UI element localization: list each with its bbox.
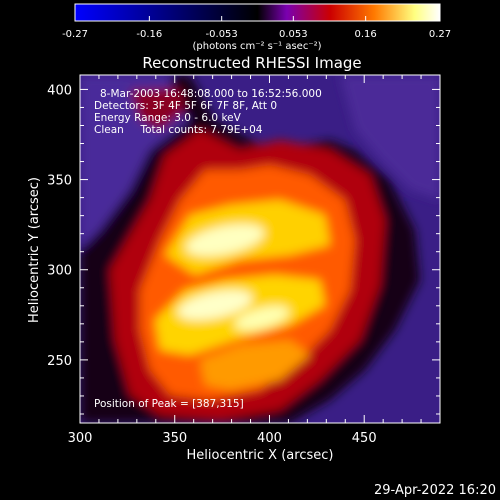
x-tick-label: 450: [352, 431, 377, 446]
heatmap-image: [80, 75, 440, 423]
observation-annotations: 8-Mar-2003 16:48:08.000 to 16:52:56.000 …: [94, 88, 322, 136]
y-tick-label: 250: [47, 354, 72, 369]
colorbar: [74, 3, 441, 22]
colorbar-tick-label: -0.16: [136, 29, 162, 40]
peak-position-label: Position of Peak = [387,315]: [94, 398, 244, 410]
axis-ticks: 300 350 400 450 250 300 350 400: [47, 75, 441, 446]
plot-frame: [79, 74, 441, 424]
colorbar-tick-label: -0.053: [206, 29, 238, 40]
x-axis-label: Heliocentric X (arcsec): [187, 448, 334, 463]
annotation-detectors: Detectors: 3F 4F 5F 6F 7F 8F, Att 0: [94, 100, 277, 112]
chart-title: Reconstructed RHESSI Image: [142, 54, 361, 72]
y-tick-label: 300: [47, 264, 72, 279]
colorbar-tick-label: -0.27: [62, 29, 88, 40]
colorbar-units: (photons cm⁻² s⁻¹ asec⁻²): [192, 41, 321, 52]
x-tick-label: 350: [162, 431, 187, 446]
colorbar-ticks: -0.27 -0.16 -0.053 0.053 0.16 0.27: [62, 16, 451, 40]
x-tick-label: 400: [257, 431, 282, 446]
colorbar-tick-label: 0.27: [429, 29, 451, 40]
y-tick-label: 400: [47, 83, 72, 98]
y-axis-label: Heliocentric Y (arcsec): [27, 177, 42, 323]
colorbar-tick-label: 0.16: [355, 29, 377, 40]
annotation-clean-counts: Clean Total counts: 7.79E+04: [94, 124, 263, 136]
y-tick-label: 350: [47, 174, 72, 189]
x-tick-label: 300: [68, 431, 93, 446]
annotation-time-range: 8-Mar-2003 16:48:08.000 to 16:52:56.000: [100, 88, 322, 100]
colorbar-tick-label: 0.053: [279, 29, 308, 40]
footer-timestamp: 29-Apr-2022 16:20: [374, 483, 496, 498]
annotation-energy-range: Energy Range: 3.0 - 6.0 keV: [94, 112, 242, 124]
